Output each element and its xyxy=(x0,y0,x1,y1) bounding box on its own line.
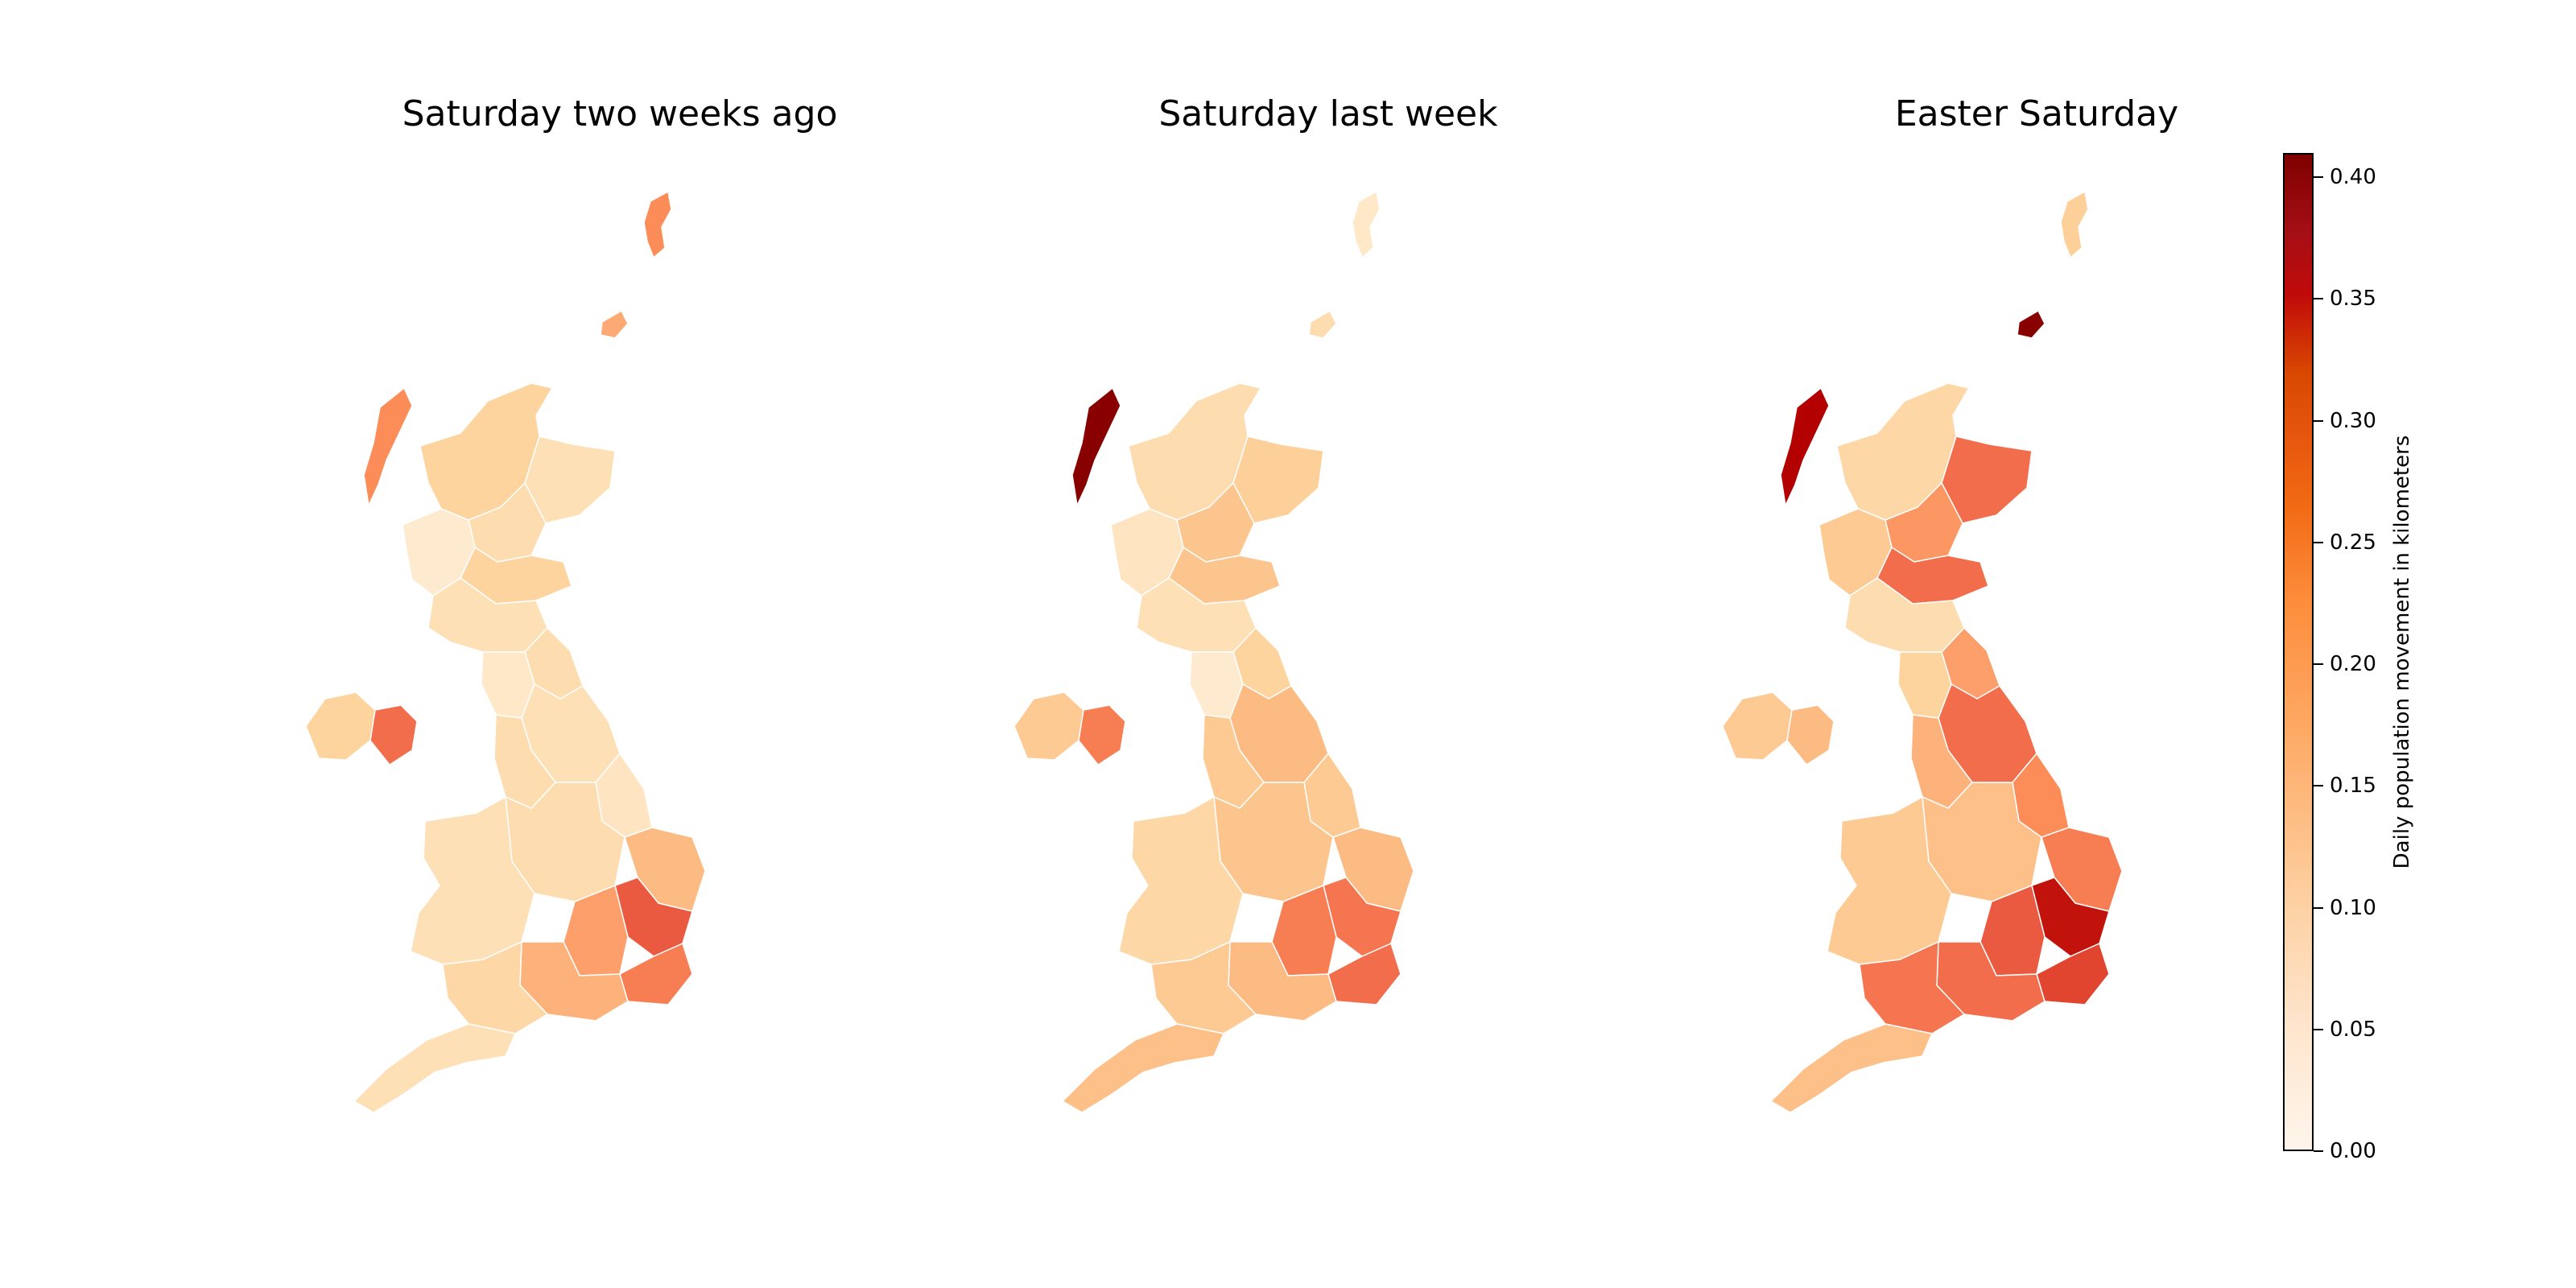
region-south-west xyxy=(1150,941,1257,1034)
region-western-isles xyxy=(1071,387,1121,506)
region-essex xyxy=(2031,877,2110,957)
region-northern-ireland-west xyxy=(1013,691,1084,761)
region-orkney xyxy=(600,310,629,339)
region-south-west xyxy=(1859,941,1965,1034)
colorbar-tick-label: 0.25 xyxy=(2330,530,2376,555)
region-northern-ireland-east xyxy=(1786,704,1835,766)
panel-title: Saturday two weeks ago xyxy=(402,93,838,134)
uk-choropleth-map xyxy=(1722,191,2123,1113)
region-kent xyxy=(619,943,693,1005)
colorbar-tick-label: 0.30 xyxy=(2330,408,2376,433)
region-orkney xyxy=(2017,310,2046,339)
colorbar-tick xyxy=(2314,298,2323,300)
colorbar xyxy=(2283,153,2314,1151)
colorbar-tick-label: 0.35 xyxy=(2330,287,2376,312)
region-essex xyxy=(614,877,693,957)
region-devon-cornwall xyxy=(1770,1023,1933,1113)
colorbar-tick xyxy=(2314,663,2323,666)
uk-choropleth-map xyxy=(305,191,706,1113)
colorbar-tick-label: 0.05 xyxy=(2330,1017,2376,1042)
colorbar-tick xyxy=(2314,176,2323,179)
colorbar-tick xyxy=(2314,419,2323,422)
panel-title: Easter Saturday xyxy=(1894,93,2179,134)
map-panel-2: Saturday last week xyxy=(998,97,1658,1143)
region-devon-cornwall xyxy=(1062,1023,1224,1113)
colorbar-tick xyxy=(2314,1028,2323,1030)
panel-title: Saturday last week xyxy=(1158,93,1498,134)
region-northern-ireland-west xyxy=(1722,691,1793,761)
region-kent xyxy=(1327,943,1402,1005)
region-grampian xyxy=(524,436,616,524)
region-orkney xyxy=(1308,310,1337,339)
colorbar-tick-label: 0.40 xyxy=(2330,165,2376,190)
colorbar-tick-label: 0.20 xyxy=(2330,652,2376,677)
region-south-west xyxy=(442,941,548,1034)
colorbar-tick-label: 0.10 xyxy=(2330,895,2376,920)
map-panel-3: Easter Saturday xyxy=(1707,97,2367,1143)
colorbar-tick xyxy=(2314,785,2323,787)
colorbar-tick xyxy=(2314,906,2323,909)
region-grampian xyxy=(1232,436,1324,524)
map-panel-1: Saturday two weeks ago xyxy=(290,97,950,1143)
colorbar-tick xyxy=(2314,1150,2323,1152)
region-essex xyxy=(1323,877,1402,957)
region-northern-ireland-east xyxy=(369,704,418,766)
region-kent xyxy=(2036,943,2110,1005)
region-devon-cornwall xyxy=(353,1023,516,1113)
uk-choropleth-map xyxy=(1013,191,1414,1113)
colorbar-label: Daily population movement in kilometers xyxy=(2390,435,2414,869)
region-shetland xyxy=(1352,191,1381,258)
region-northern-ireland-west xyxy=(305,691,376,761)
colorbar-tick-label: 0.00 xyxy=(2330,1139,2376,1163)
colorbar-tick-label: 0.15 xyxy=(2330,774,2376,799)
region-western-isles xyxy=(1780,387,1830,506)
region-western-isles xyxy=(363,387,413,506)
region-shetland xyxy=(2060,191,2089,258)
region-northern-ireland-east xyxy=(1078,704,1126,766)
colorbar-tick xyxy=(2314,541,2323,543)
region-shetland xyxy=(643,191,672,258)
region-grampian xyxy=(1941,436,2033,524)
